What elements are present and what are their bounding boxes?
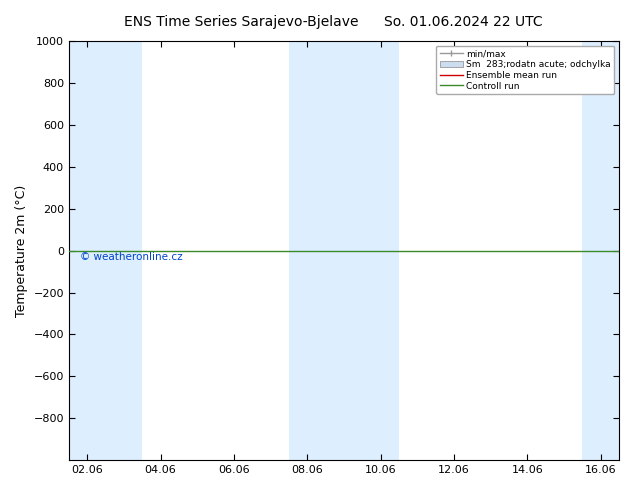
Text: © weatheronline.cz: © weatheronline.cz — [80, 252, 183, 262]
Legend: min/max, Sm  283;rodatn acute; odchylka, Ensemble mean run, Controll run: min/max, Sm 283;rodatn acute; odchylka, … — [436, 46, 614, 94]
Y-axis label: Temperature 2m (°C): Temperature 2m (°C) — [15, 184, 28, 317]
Bar — [69, 41, 142, 460]
Bar — [582, 41, 634, 460]
Text: ENS Time Series Sarajevo-Bjelave: ENS Time Series Sarajevo-Bjelave — [124, 15, 358, 29]
Text: So. 01.06.2024 22 UTC: So. 01.06.2024 22 UTC — [384, 15, 542, 29]
Bar — [289, 41, 399, 460]
